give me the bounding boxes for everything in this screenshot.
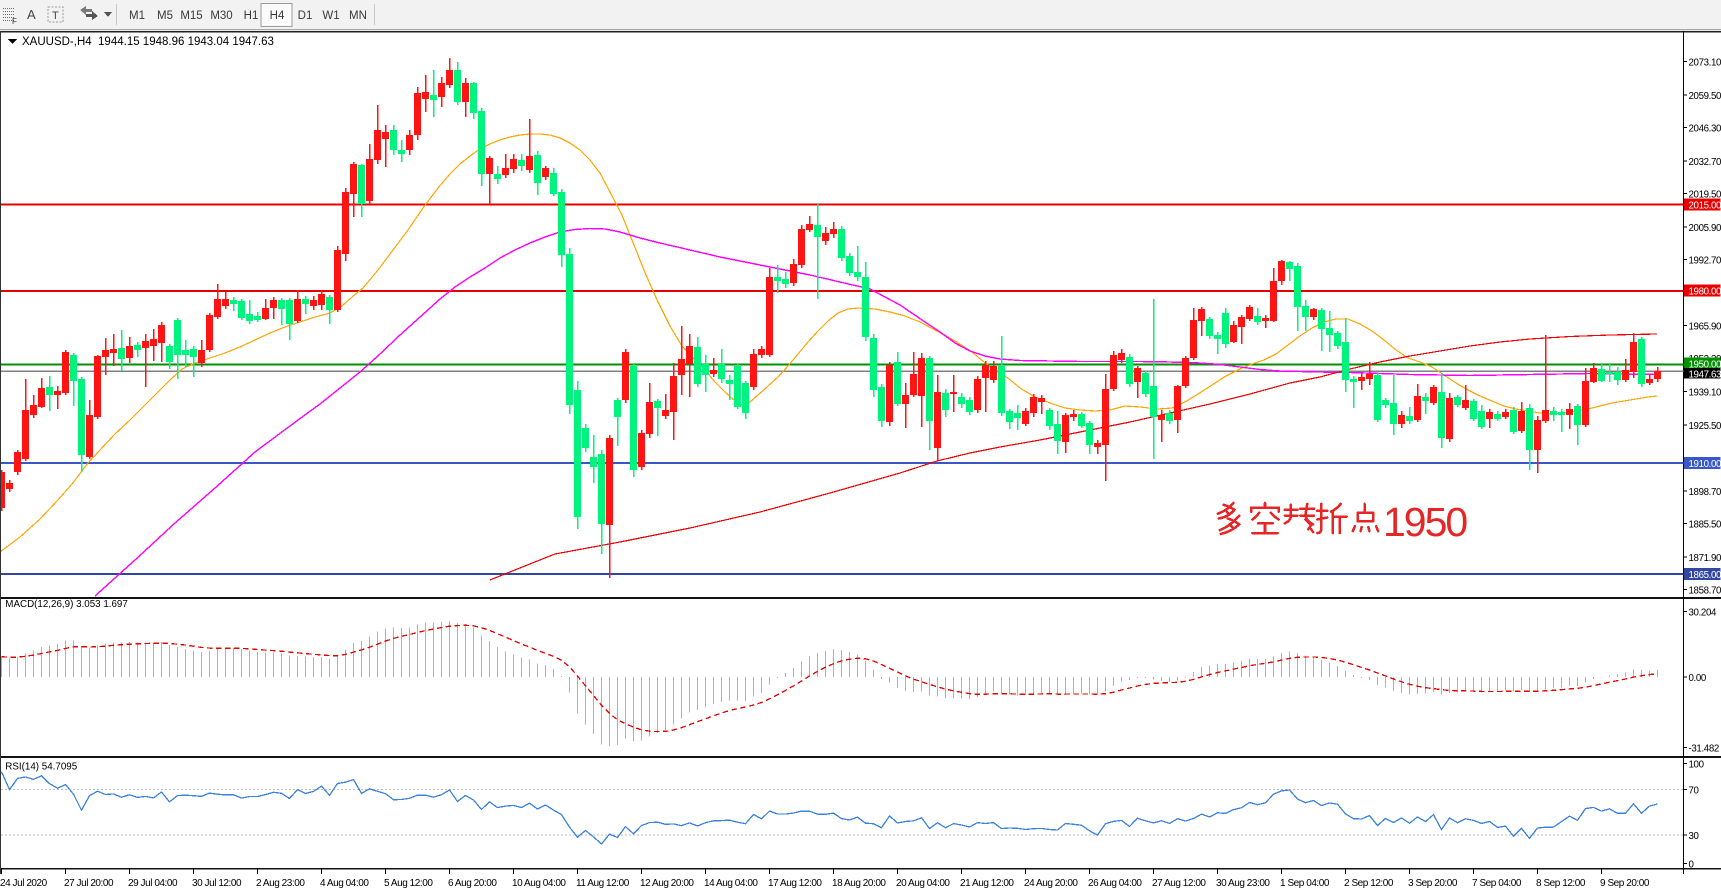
svg-text:1925.50: 1925.50 [1689, 421, 1721, 432]
svg-text:2059.50: 2059.50 [1689, 91, 1721, 102]
svg-text:1965.90: 1965.90 [1689, 321, 1721, 332]
svg-text:1947.63: 1947.63 [1689, 370, 1721, 381]
svg-text:1939.10: 1939.10 [1689, 387, 1721, 398]
svg-text:RSI(14) 54.7095: RSI(14) 54.7095 [5, 762, 77, 773]
svg-text:24 Aug 20:00: 24 Aug 20:00 [1024, 878, 1078, 889]
svg-text:A: A [27, 7, 36, 22]
svg-text:100: 100 [1689, 760, 1705, 771]
svg-text:1858.70: 1858.70 [1689, 585, 1721, 596]
svg-text:12 Aug 20:00: 12 Aug 20:00 [640, 878, 694, 889]
svg-text:M1: M1 [129, 10, 145, 22]
svg-text:2046.30: 2046.30 [1689, 123, 1721, 134]
svg-text:29 Jul 04:00: 29 Jul 04:00 [128, 878, 178, 889]
svg-text:11 Aug 12:00: 11 Aug 12:00 [576, 878, 630, 889]
svg-text:2019.50: 2019.50 [1689, 189, 1721, 200]
svg-text:20 Aug 04:00: 20 Aug 04:00 [896, 878, 950, 889]
svg-text:1980.00: 1980.00 [1689, 287, 1721, 298]
svg-text:D1: D1 [298, 10, 313, 22]
svg-text:30 Aug 23:00: 30 Aug 23:00 [1216, 878, 1270, 889]
svg-text:27 Aug 12:00: 27 Aug 12:00 [1152, 878, 1206, 889]
svg-text:8 Sep 12:00: 8 Sep 12:00 [1536, 878, 1586, 889]
svg-text:-31.482: -31.482 [1689, 743, 1719, 754]
svg-text:M30: M30 [210, 10, 232, 22]
svg-text:10 Aug 04:00: 10 Aug 04:00 [512, 878, 566, 889]
svg-text:2 Sep 12:00: 2 Sep 12:00 [1344, 878, 1394, 889]
svg-text:2005.90: 2005.90 [1689, 223, 1721, 234]
svg-text:14 Aug 04:00: 14 Aug 04:00 [704, 878, 758, 889]
svg-text:2073.10: 2073.10 [1689, 57, 1721, 68]
svg-text:H4: H4 [270, 10, 285, 22]
svg-text:2032.70: 2032.70 [1689, 157, 1721, 168]
svg-text:17 Aug 12:00: 17 Aug 12:00 [768, 878, 822, 889]
svg-text:6 Aug 20:00: 6 Aug 20:00 [448, 878, 497, 889]
svg-text:7 Sep 04:00: 7 Sep 04:00 [1472, 878, 1522, 889]
svg-text:M15: M15 [180, 10, 202, 22]
svg-text:2015.00: 2015.00 [1689, 201, 1721, 212]
svg-text:2 Aug 23:00: 2 Aug 23:00 [256, 878, 305, 889]
svg-text:24 Jul 2020: 24 Jul 2020 [0, 878, 48, 889]
svg-text:1865.00: 1865.00 [1689, 570, 1721, 581]
svg-text:5 Aug 12:00: 5 Aug 12:00 [384, 878, 433, 889]
svg-text:1 Sep 04:00: 1 Sep 04:00 [1280, 878, 1330, 889]
svg-text:XAUUSD-,H4 1944.15 1948.96 19: XAUUSD-,H4 1944.15 1948.96 1943.04 1947.… [22, 36, 274, 48]
svg-text:H1: H1 [244, 10, 259, 22]
svg-text:3 Sep 20:00: 3 Sep 20:00 [1408, 878, 1458, 889]
svg-text:27 Jul 20:00: 27 Jul 20:00 [64, 878, 114, 889]
svg-text:1898.70: 1898.70 [1689, 487, 1721, 498]
svg-text:1910.00: 1910.00 [1689, 459, 1721, 470]
svg-text:1992.70: 1992.70 [1689, 255, 1721, 266]
svg-text:30: 30 [1689, 831, 1700, 842]
svg-text:21 Aug 12:00: 21 Aug 12:00 [960, 878, 1014, 889]
svg-text:18 Aug 20:00: 18 Aug 20:00 [832, 878, 886, 889]
svg-text:1885.50: 1885.50 [1689, 519, 1721, 530]
svg-text:0.00: 0.00 [1689, 673, 1707, 684]
svg-text:W1: W1 [322, 10, 339, 22]
svg-text:1950.00: 1950.00 [1689, 360, 1721, 371]
svg-text:0: 0 [1689, 860, 1695, 871]
svg-text:26 Aug 04:00: 26 Aug 04:00 [1088, 878, 1142, 889]
svg-text:4 Aug 04:00: 4 Aug 04:00 [320, 878, 369, 889]
svg-text:MN: MN [349, 10, 367, 22]
svg-text:T: T [52, 10, 59, 22]
svg-text:1871.90: 1871.90 [1689, 553, 1721, 564]
svg-text:30.204: 30.204 [1689, 608, 1717, 619]
svg-text:30 Jul 12:00: 30 Jul 12:00 [192, 878, 242, 889]
svg-text:1950: 1950 [1383, 499, 1467, 545]
svg-text:9 Sep 20:00: 9 Sep 20:00 [1600, 878, 1650, 889]
svg-text:F: F [12, 17, 17, 26]
svg-text:70: 70 [1689, 786, 1700, 797]
svg-text:M5: M5 [157, 10, 173, 22]
svg-text:MACD(12,26,9) 3.053 1.697: MACD(12,26,9) 3.053 1.697 [5, 599, 128, 610]
